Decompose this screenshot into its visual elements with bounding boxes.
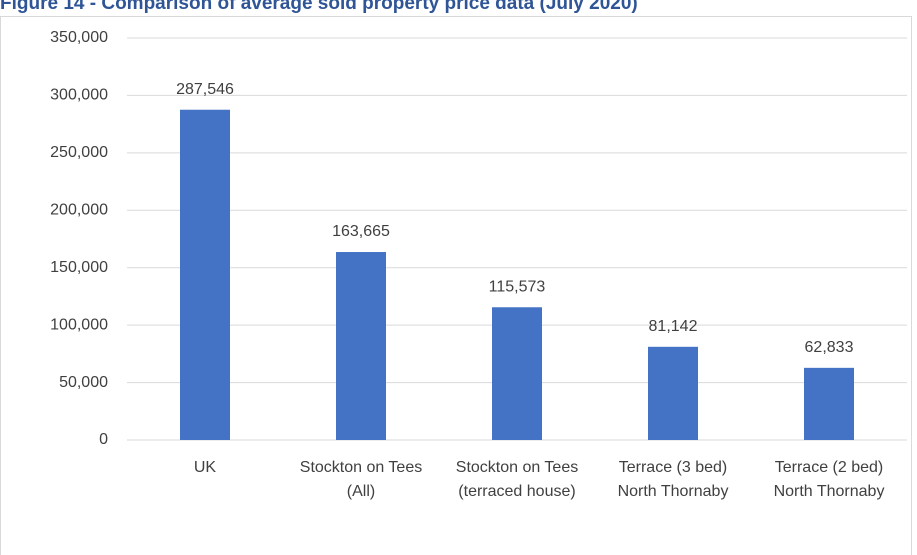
- y-tick-label: 350,000: [50, 29, 108, 46]
- chart-title: Figure 14 - Comparison of average sold p…: [0, 0, 638, 14]
- bar: [180, 109, 230, 440]
- y-tick-label: 200,000: [50, 202, 108, 219]
- x-tick-label: Stockton on Tees (All): [299, 459, 423, 500]
- y-tick-label: 50,000: [59, 374, 108, 391]
- y-tick-label: 100,000: [50, 316, 108, 333]
- bar: [648, 346, 698, 440]
- x-tick-label: UK: [193, 459, 217, 476]
- data-label: 115,573: [489, 278, 546, 295]
- data-label: 81,142: [649, 318, 698, 335]
- data-label: 163,665: [332, 223, 390, 240]
- chart-frame: [0, 16, 912, 555]
- data-label: 62,833: [805, 339, 854, 356]
- y-tick-label: 300,000: [50, 87, 108, 104]
- x-tick-label: Terrace (2 bed) North Thornaby: [773, 459, 885, 500]
- x-tick-label: Terrace (3 bed) North Thornaby: [617, 459, 729, 500]
- x-tick-label: Stockton on Tees (terraced house): [455, 459, 579, 500]
- y-tick-label: 150,000: [50, 259, 108, 276]
- y-tick-label: 0: [99, 431, 108, 448]
- bar: [804, 367, 854, 440]
- bar: [336, 252, 386, 440]
- data-label: 287,546: [176, 81, 234, 98]
- bar: [492, 307, 542, 440]
- y-tick-label: 250,000: [50, 144, 108, 161]
